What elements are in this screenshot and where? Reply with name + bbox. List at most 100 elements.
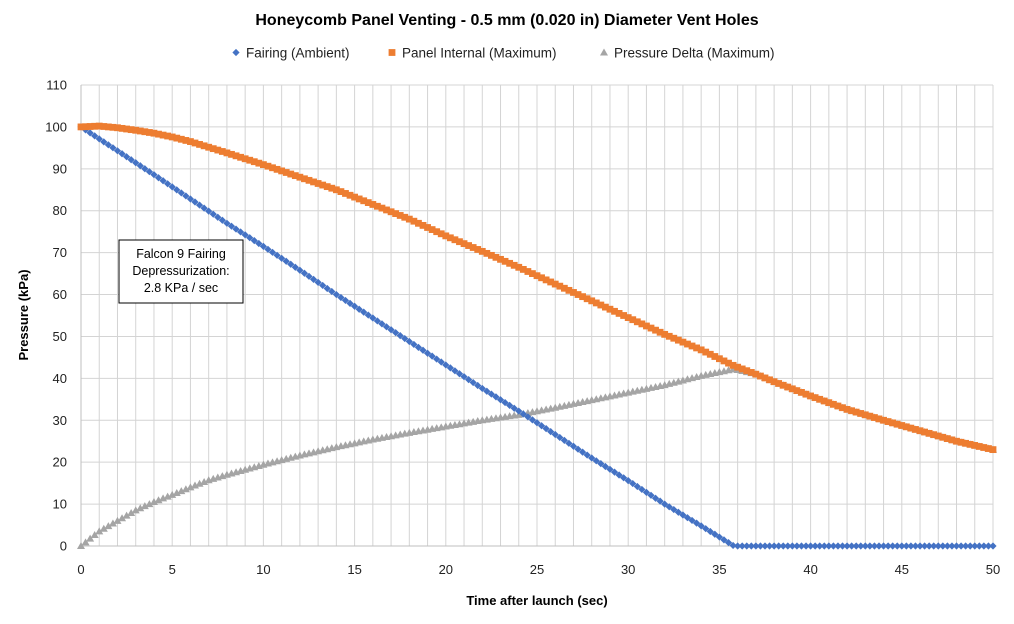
data-point <box>168 133 176 141</box>
data-point <box>724 539 733 547</box>
data-point <box>95 135 103 143</box>
data-point <box>77 542 85 549</box>
data-point <box>77 123 85 131</box>
x-axis-label: Time after launch (sec) <box>466 593 607 608</box>
data-point <box>104 123 112 131</box>
data-point <box>866 542 874 550</box>
data-point <box>989 542 997 550</box>
data-point <box>291 172 299 180</box>
data-point <box>629 479 637 488</box>
data-point <box>884 418 892 425</box>
data-point <box>683 514 692 522</box>
data-point <box>296 173 304 181</box>
x-tick-label: 50 <box>986 562 1000 577</box>
data-point <box>319 281 327 290</box>
data-point <box>214 146 222 154</box>
data-point <box>465 242 472 249</box>
data-point <box>921 542 929 550</box>
data-point <box>848 407 856 415</box>
data-point <box>123 125 130 133</box>
data-point <box>779 542 787 550</box>
data-point <box>679 338 687 346</box>
data-point <box>246 156 254 164</box>
data-point <box>574 445 582 453</box>
y-tick-label: 0 <box>60 539 67 554</box>
data-point <box>118 150 126 158</box>
data-point <box>807 392 814 400</box>
data-point <box>145 168 153 176</box>
data-point <box>223 149 231 157</box>
data-point <box>706 350 714 358</box>
data-point <box>912 426 919 433</box>
data-point <box>392 329 400 337</box>
data-point <box>825 542 833 550</box>
data-point <box>282 169 290 176</box>
data-point <box>633 318 641 326</box>
data-point <box>382 323 391 331</box>
chart-series <box>77 122 997 550</box>
data-point <box>483 249 491 257</box>
data-point <box>670 505 678 514</box>
data-point <box>492 393 500 401</box>
data-point <box>551 280 559 288</box>
data-point <box>300 269 309 277</box>
data-point <box>674 336 682 344</box>
data-point <box>465 376 473 384</box>
data-point <box>506 401 514 409</box>
data-point <box>132 126 140 134</box>
data-point <box>332 186 340 194</box>
data-point <box>921 428 928 436</box>
data-point <box>396 212 404 219</box>
data-point <box>966 440 974 448</box>
data-point <box>697 522 705 530</box>
data-point <box>930 542 938 550</box>
data-point <box>661 330 669 338</box>
data-point <box>752 370 760 378</box>
data-point <box>410 217 418 225</box>
y-tick-label: 20 <box>53 455 67 470</box>
data-point <box>186 483 195 491</box>
data-point <box>775 380 783 387</box>
data-point <box>364 311 372 319</box>
data-point <box>971 442 979 449</box>
data-point <box>355 305 363 313</box>
data-point <box>766 376 773 384</box>
data-point <box>364 199 372 207</box>
data-point <box>310 178 317 186</box>
data-point <box>122 511 131 519</box>
data-point <box>693 519 701 527</box>
data-point <box>250 236 258 245</box>
data-point <box>163 492 172 500</box>
data-point <box>624 314 632 321</box>
data-point <box>114 124 121 132</box>
data-point <box>916 427 924 435</box>
data-point <box>177 189 185 197</box>
data-point <box>656 497 664 505</box>
data-point <box>953 437 960 445</box>
data-point <box>588 297 596 305</box>
data-point <box>182 137 190 144</box>
data-point <box>469 244 477 251</box>
data-point <box>223 219 231 227</box>
data-point <box>501 398 509 407</box>
x-tick-label: 40 <box>803 562 817 577</box>
data-point <box>665 503 673 511</box>
data-point <box>615 310 623 317</box>
data-point <box>834 402 842 410</box>
data-point <box>108 519 117 527</box>
data-point <box>606 305 614 313</box>
data-point <box>227 222 236 230</box>
data-point <box>560 436 568 444</box>
data-point <box>975 542 983 550</box>
data-point <box>761 374 769 382</box>
data-point <box>610 468 619 476</box>
data-point <box>930 431 938 439</box>
x-tick-label: 10 <box>256 562 270 577</box>
data-point <box>150 171 158 179</box>
data-point <box>852 408 860 416</box>
data-point <box>948 436 956 444</box>
data-point <box>164 180 172 188</box>
data-point <box>943 542 951 550</box>
data-point <box>765 542 774 550</box>
data-point <box>560 284 568 292</box>
